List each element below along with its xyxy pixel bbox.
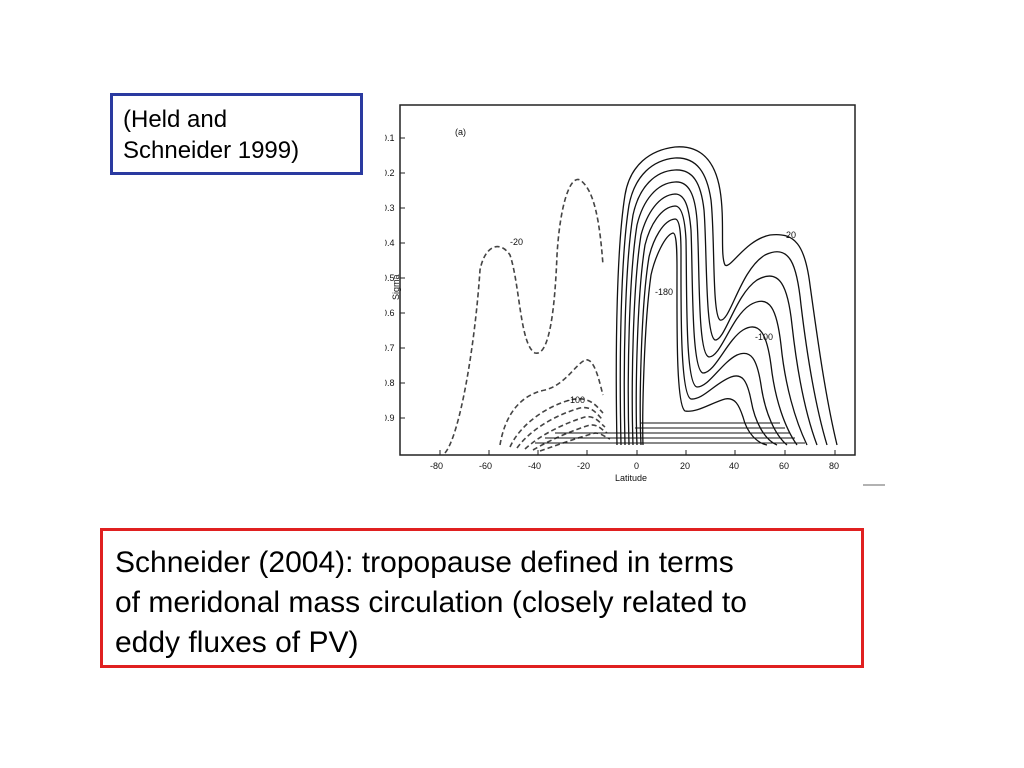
x-axis-title: Latitude xyxy=(615,473,647,483)
y-tick-label: 0.9 xyxy=(385,413,395,423)
surface-band xyxy=(535,422,805,444)
x-axis-ticks xyxy=(439,450,836,455)
x-tick-label: -80 xyxy=(430,461,443,471)
caption-line-3: eddy fluxes of PV) xyxy=(115,626,359,659)
caption-box: Schneider (2004): tropopause defined in … xyxy=(100,528,864,668)
x-tick-label: 80 xyxy=(829,461,839,471)
y-axis-ticks xyxy=(400,137,405,419)
x-tick-label: 0 xyxy=(634,461,639,471)
panel-label: (a) xyxy=(455,127,466,137)
x-tick-label: 40 xyxy=(729,461,739,471)
citation-line-1: (Held and xyxy=(123,106,228,133)
x-tick-label: -40 xyxy=(528,461,541,471)
x-tick-label: -60 xyxy=(479,461,492,471)
contour-figure: 0.1 0.2 0.3 0.4 0.5 0.6 0.7 0.8 0.9 -80 … xyxy=(382,95,890,490)
y-tick-label: 0.7 xyxy=(385,343,395,353)
y-tick-label: 0.4 xyxy=(385,238,395,248)
y-axis-title: Sigma xyxy=(391,274,401,300)
contour-label: -20 xyxy=(783,230,796,240)
caption-line-1: Schneider (2004): tropopause defined in … xyxy=(115,546,734,579)
caption-line-2: of meridonal mass circulation (closely r… xyxy=(115,586,747,619)
contour-label: -180 xyxy=(655,287,673,297)
citation-box: (Held and Schneider 1999) xyxy=(110,93,363,175)
solid-contours xyxy=(615,146,838,446)
x-tick-label: 20 xyxy=(680,461,690,471)
y-tick-label: 0.1 xyxy=(385,133,395,143)
citation-line-2: Schneider 1999) xyxy=(123,137,300,164)
y-tick-label: 0.8 xyxy=(385,378,395,388)
y-tick-label: 0.6 xyxy=(385,308,395,318)
contour-label: -20 xyxy=(510,237,523,247)
dashed-contours xyxy=(444,178,611,454)
contour-label: -100 xyxy=(755,332,773,342)
contour-plot: 0.1 0.2 0.3 0.4 0.5 0.6 0.7 0.8 0.9 -80 … xyxy=(382,104,885,486)
x-tick-label: -20 xyxy=(577,461,590,471)
contour-label: -100 xyxy=(567,395,585,405)
y-tick-label: 0.3 xyxy=(385,203,395,213)
y-tick-label: 0.2 xyxy=(385,168,395,178)
x-tick-label: 60 xyxy=(779,461,789,471)
y-tick-label: 0.5 xyxy=(385,273,395,283)
